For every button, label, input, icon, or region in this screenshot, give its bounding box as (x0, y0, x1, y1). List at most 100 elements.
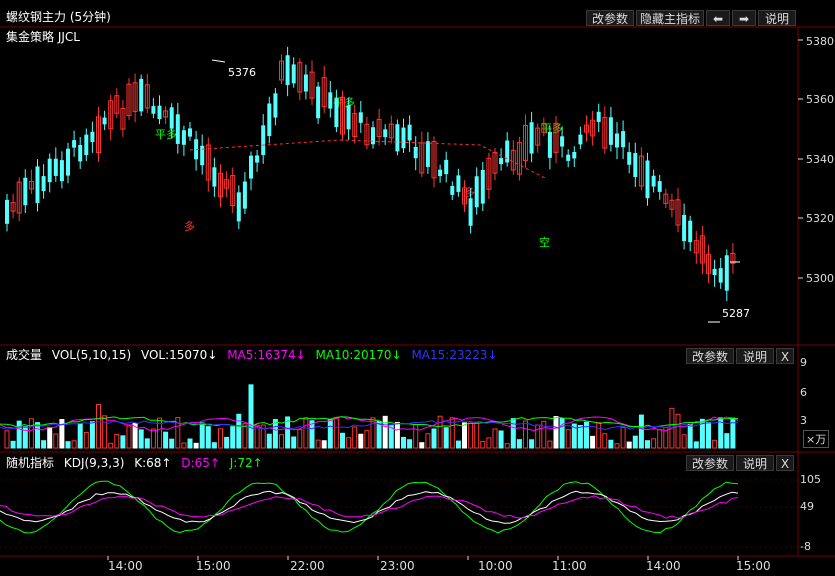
volume-unit: ×万 (803, 430, 830, 448)
volume-bar (712, 439, 718, 449)
candle-body (316, 86, 321, 119)
scroll-right-button[interactable]: ➡ (732, 10, 756, 26)
candle-body (108, 100, 114, 130)
candle-body (249, 155, 253, 179)
volume-params-button[interactable]: 改参数 (686, 348, 734, 364)
candle-body (273, 93, 278, 118)
candle-body (66, 148, 70, 176)
candle-body (212, 167, 217, 187)
volume-bar (638, 414, 644, 449)
volume-bar (242, 423, 248, 449)
volume-bar (529, 439, 535, 449)
candle-body (321, 77, 327, 108)
candle-body (376, 118, 382, 138)
kdj-close-button[interactable]: X (776, 455, 794, 471)
volume-bar (657, 429, 663, 449)
candle-body (730, 253, 736, 264)
candle-body (181, 130, 186, 145)
volume-bar (699, 418, 705, 449)
signal-short: 空 (539, 236, 550, 249)
candle-body (566, 154, 571, 161)
instrument-title: 螺纹钢主力 (5分钟) (6, 10, 111, 24)
volume-bar (181, 442, 187, 449)
candle-body (638, 155, 644, 187)
trend-line (189, 139, 546, 179)
candle-body (224, 179, 230, 189)
volume-bar (724, 433, 730, 449)
candle-body (340, 96, 345, 135)
volume-bar (157, 417, 162, 449)
volume-bar (321, 440, 327, 449)
volume-bar (394, 421, 400, 449)
candle-body (510, 149, 516, 171)
volume-bar (297, 429, 303, 449)
volume-bar (407, 439, 413, 449)
hide-indicator-button[interactable]: 隐藏主指标 (636, 10, 704, 26)
candle-body (151, 106, 156, 114)
low-label: 5287 (722, 307, 750, 320)
volume-header: 成交量 VOL(5,10,15) VOL:15070↓ MA5:16374↓ M… (6, 346, 504, 364)
volume-bar (83, 431, 89, 449)
candle-body (188, 128, 192, 137)
scroll-left-button[interactable]: ⬅ (706, 10, 730, 26)
kdj-help-button[interactable]: 说明 (736, 455, 774, 471)
candle-body (572, 151, 577, 159)
volume-bar (675, 413, 681, 449)
volume-bar (413, 424, 419, 449)
time-tick: 14:00 (108, 559, 143, 573)
candle-body (90, 131, 95, 142)
candle-body (431, 141, 437, 179)
volume-bar (632, 435, 638, 449)
volume-bar (486, 437, 492, 449)
volume-bar (16, 420, 22, 449)
candle-body (41, 176, 46, 192)
candle-body (303, 74, 308, 92)
volume-bar (626, 441, 632, 449)
volume-help-button[interactable]: 说明 (736, 348, 774, 364)
candle-body (718, 268, 723, 283)
volume-bar (565, 429, 571, 449)
candle-body (450, 186, 455, 195)
volume-bar (144, 438, 150, 449)
volume-close-button[interactable]: X (776, 348, 794, 364)
volume-bar (706, 422, 711, 449)
kdj-params-button[interactable]: 改参数 (686, 455, 734, 471)
candle-body (560, 136, 565, 147)
candle-body (480, 169, 485, 204)
volume-bar (327, 418, 333, 449)
candle-body (693, 240, 699, 254)
volume-bar (620, 426, 626, 449)
candle-body (627, 152, 632, 165)
candle-body (328, 92, 333, 109)
candle-body (699, 235, 705, 264)
ma10-line (0, 416, 739, 428)
volume-bar (547, 440, 553, 449)
candle-body (675, 199, 681, 226)
candle-body (388, 123, 394, 139)
volume-bar (504, 443, 510, 449)
volume-bar (126, 425, 132, 449)
volume-bar (291, 436, 297, 449)
time-tick: 15:00 (736, 559, 771, 573)
candle-body (23, 177, 28, 206)
candle-body (584, 124, 589, 133)
candle-body (529, 122, 534, 154)
main-help-button[interactable]: 说明 (758, 10, 796, 26)
volume-ma5: MA5:16374↓ (227, 348, 306, 362)
candle-body (163, 110, 169, 118)
volume-bar (266, 433, 272, 449)
ma5-line (0, 416, 739, 432)
candle-body (419, 142, 425, 174)
candle-body (682, 214, 687, 242)
main-params-button[interactable]: 改参数 (586, 10, 634, 26)
candle-body (84, 134, 89, 156)
volume-bar (541, 420, 547, 449)
candle-body (297, 62, 303, 93)
candle-body (334, 98, 339, 128)
volume-bar (468, 422, 474, 449)
price-tick: 5340 (806, 153, 834, 166)
candle-body (285, 55, 290, 85)
candle-body (590, 119, 596, 137)
candle-body (169, 107, 174, 129)
volume-bar (224, 436, 230, 449)
